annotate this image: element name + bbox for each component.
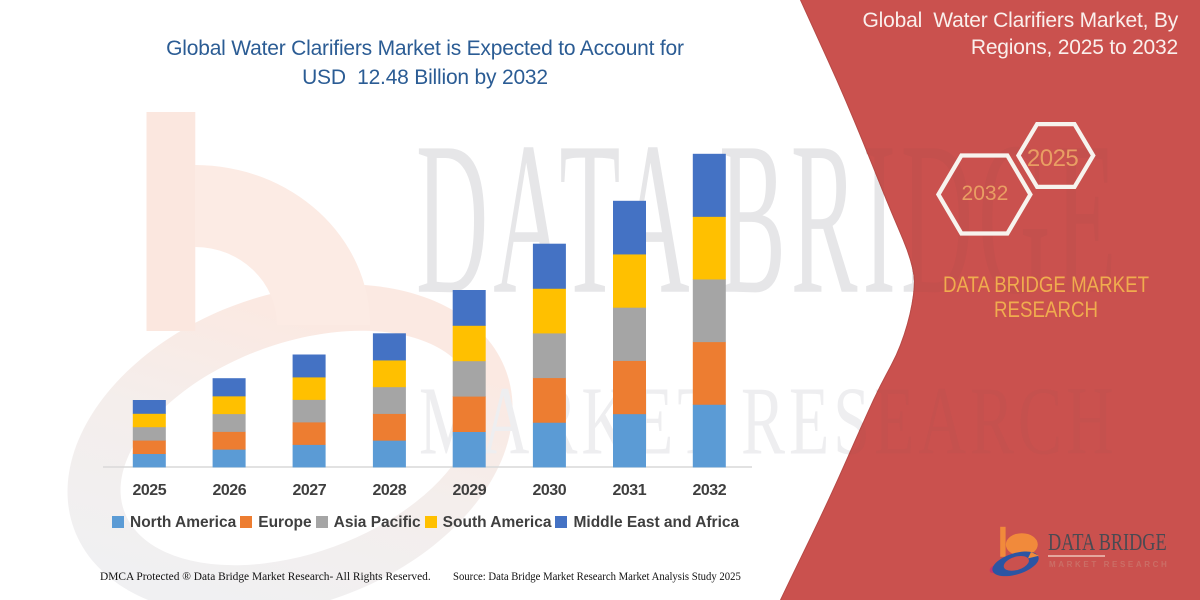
svg-text:2025: 2025 (1027, 145, 1079, 172)
svg-text:2032: 2032 (962, 182, 1009, 205)
